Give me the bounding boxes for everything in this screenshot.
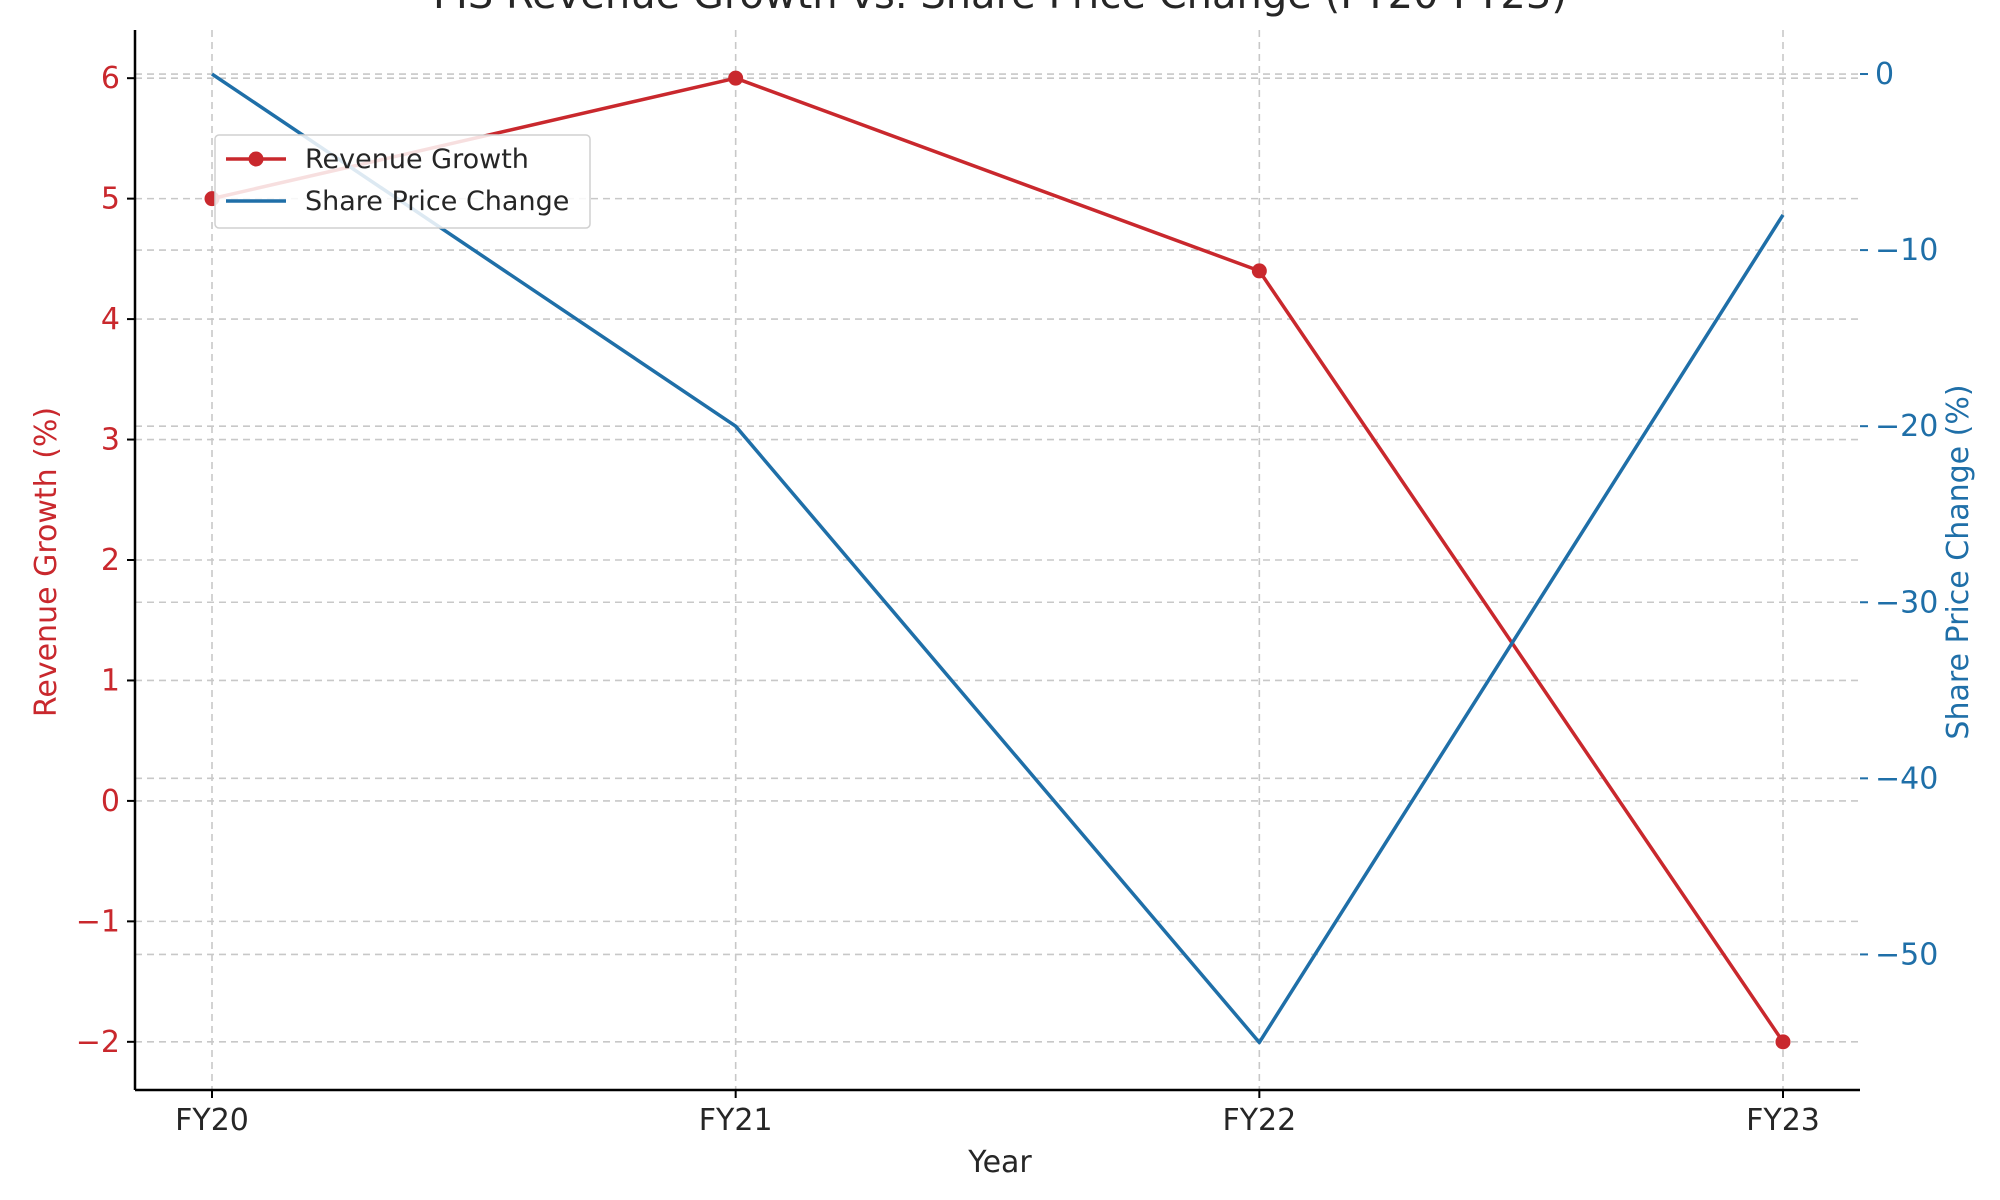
legend: Revenue Growth Share Price Change xyxy=(214,134,591,229)
x-tick-label: FY21 xyxy=(699,1103,773,1138)
y-right-tick-label: −20 xyxy=(1875,409,1938,444)
y-right-tick-label: −30 xyxy=(1875,585,1938,620)
y-left-tick-label: 3 xyxy=(101,423,120,458)
y-left-tick-label: 0 xyxy=(101,784,120,819)
x-tick-label: FY20 xyxy=(175,1103,249,1138)
legend-dot-revenue-growth xyxy=(248,151,264,167)
legend-label-revenue-growth: Revenue Growth xyxy=(305,144,529,175)
data-point-revenue-growth xyxy=(1775,1034,1791,1050)
x-tick-label: FY22 xyxy=(1222,1103,1296,1138)
y-left-tick-label: 2 xyxy=(101,543,120,578)
legend-box xyxy=(214,134,591,229)
y-axis-right-label: Share Price Change (%) xyxy=(1941,384,1976,739)
series-line-share-price-change xyxy=(211,72,1785,1045)
grid xyxy=(135,30,1860,1090)
y-left-tick-label: −1 xyxy=(76,904,120,939)
y-right-tick-label: 0 xyxy=(1875,57,1894,92)
y-left-tick-label: 1 xyxy=(101,663,120,698)
x-axis-label: Year xyxy=(967,1145,1032,1180)
data-point-revenue-growth xyxy=(1251,263,1267,279)
y-right-tick-label: −10 xyxy=(1875,233,1938,268)
data-point-revenue-growth xyxy=(728,70,744,86)
y-left-tick-label: −2 xyxy=(76,1025,120,1060)
y-axis-left-label: Revenue Growth (%) xyxy=(29,407,64,717)
chart-title: FIS Revenue Growth vs. Share Price Chang… xyxy=(433,0,1567,18)
y-left-tick-label: 4 xyxy=(101,302,120,337)
x-tick-label: FY23 xyxy=(1746,1103,1820,1138)
legend-label-share-price-change: Share Price Change xyxy=(305,186,569,217)
y-right-tick-label: −50 xyxy=(1875,937,1938,972)
y-right-tick-label: −40 xyxy=(1875,761,1938,796)
y-left-tick-label: 5 xyxy=(101,182,120,217)
y-left-tick-label: 6 xyxy=(101,61,120,96)
